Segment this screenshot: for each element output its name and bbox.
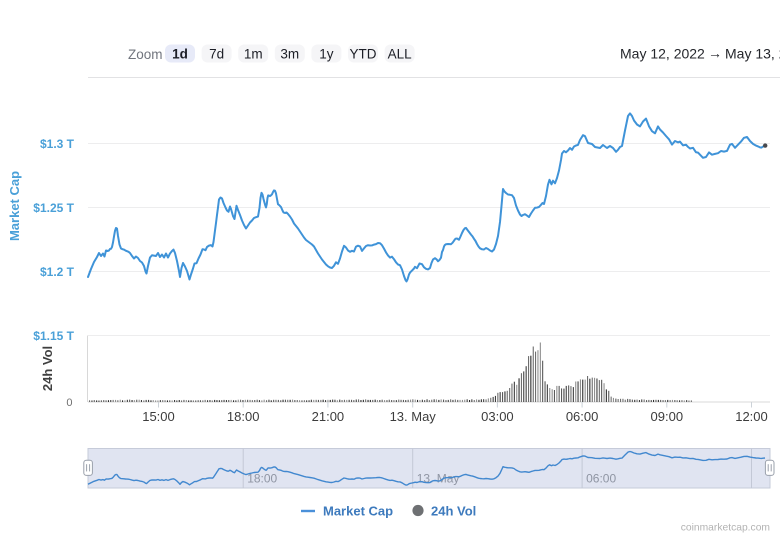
svg-text:3m: 3m — [280, 46, 299, 61]
svg-text:06:00: 06:00 — [586, 472, 616, 486]
svg-text:1m: 1m — [244, 46, 263, 61]
svg-text:13. May: 13. May — [417, 472, 460, 486]
svg-text:24h Vol: 24h Vol — [431, 504, 476, 519]
svg-text:21:00: 21:00 — [312, 409, 345, 424]
svg-text:13. May: 13. May — [390, 409, 437, 424]
svg-text:7d: 7d — [209, 46, 224, 61]
svg-text:15:00: 15:00 — [142, 409, 175, 424]
svg-text:$1.2 T: $1.2 T — [40, 265, 75, 279]
svg-text:$1.3 T: $1.3 T — [40, 137, 75, 151]
svg-text:$1.15 T: $1.15 T — [33, 329, 74, 343]
svg-text:May 13, 2022: May 13, 2022 — [725, 46, 780, 62]
svg-text:12:00: 12:00 — [735, 409, 768, 424]
svg-text:1d: 1d — [172, 46, 188, 61]
svg-text:Market Cap: Market Cap — [323, 504, 393, 519]
svg-text:1y: 1y — [319, 46, 334, 61]
svg-text:06:00: 06:00 — [566, 409, 599, 424]
svg-text:YTD: YTD — [350, 46, 377, 61]
svg-text:May 12, 2022: May 12, 2022 — [620, 46, 705, 62]
svg-text:$1.25 T: $1.25 T — [33, 201, 74, 215]
svg-text:ALL: ALL — [388, 46, 413, 61]
svg-text:coinmarketcap.com: coinmarketcap.com — [681, 523, 770, 534]
svg-text:24h Vol: 24h Vol — [40, 346, 55, 391]
svg-text:03:00: 03:00 — [481, 409, 514, 424]
svg-text:Market Cap: Market Cap — [7, 171, 22, 241]
svg-text:→: → — [708, 45, 722, 61]
svg-text:18:00: 18:00 — [247, 472, 277, 486]
svg-text:0: 0 — [66, 397, 72, 409]
svg-text:Zoom: Zoom — [128, 47, 163, 62]
svg-text:09:00: 09:00 — [651, 409, 684, 424]
svg-text:18:00: 18:00 — [227, 409, 260, 424]
